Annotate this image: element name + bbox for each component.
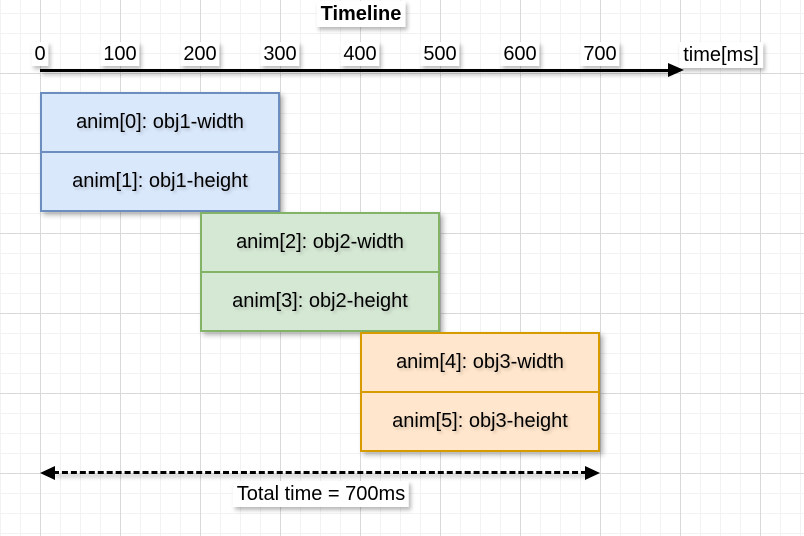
axis-tick: 200 [180, 42, 220, 66]
timeline-bar[interactable]: anim[2]: obj2-width [236, 231, 404, 253]
timeline-bar[interactable]: anim[4]: obj3-width [396, 351, 564, 373]
timeline-group-obj2: anim[2]: obj2-width anim[3]: obj2-height [200, 212, 440, 332]
total-time-label: Total time = 700ms [232, 481, 410, 507]
timeline-group-obj1: anim[0]: obj1-width anim[1]: obj1-height [40, 92, 280, 212]
axis-tick: 700 [580, 42, 620, 66]
timeline-bar[interactable]: anim[0]: obj1-width [76, 111, 244, 133]
total-arrow-right-icon [585, 466, 600, 480]
axis-tick: 500 [420, 42, 460, 66]
axis-tick: 400 [340, 42, 380, 66]
total-arrow-line [53, 471, 587, 474]
axis-unit-label: time[ms] [679, 42, 763, 68]
axis-tick: 100 [100, 42, 140, 66]
diagram-title: Timeline [316, 1, 406, 27]
axis-tick: 0 [31, 42, 49, 66]
time-axis-line [40, 69, 670, 72]
axis-tick: 300 [260, 42, 300, 66]
timeline-group-obj3: anim[4]: obj3-width anim[5]: obj3-height [360, 332, 600, 452]
total-arrow-left-icon [40, 466, 55, 480]
axis-tick: 600 [500, 42, 540, 66]
timeline-bar[interactable]: anim[3]: obj2-height [202, 271, 438, 330]
timeline-bar[interactable]: anim[1]: obj1-height [42, 151, 278, 210]
timeline-bar[interactable]: anim[5]: obj3-height [362, 391, 598, 450]
